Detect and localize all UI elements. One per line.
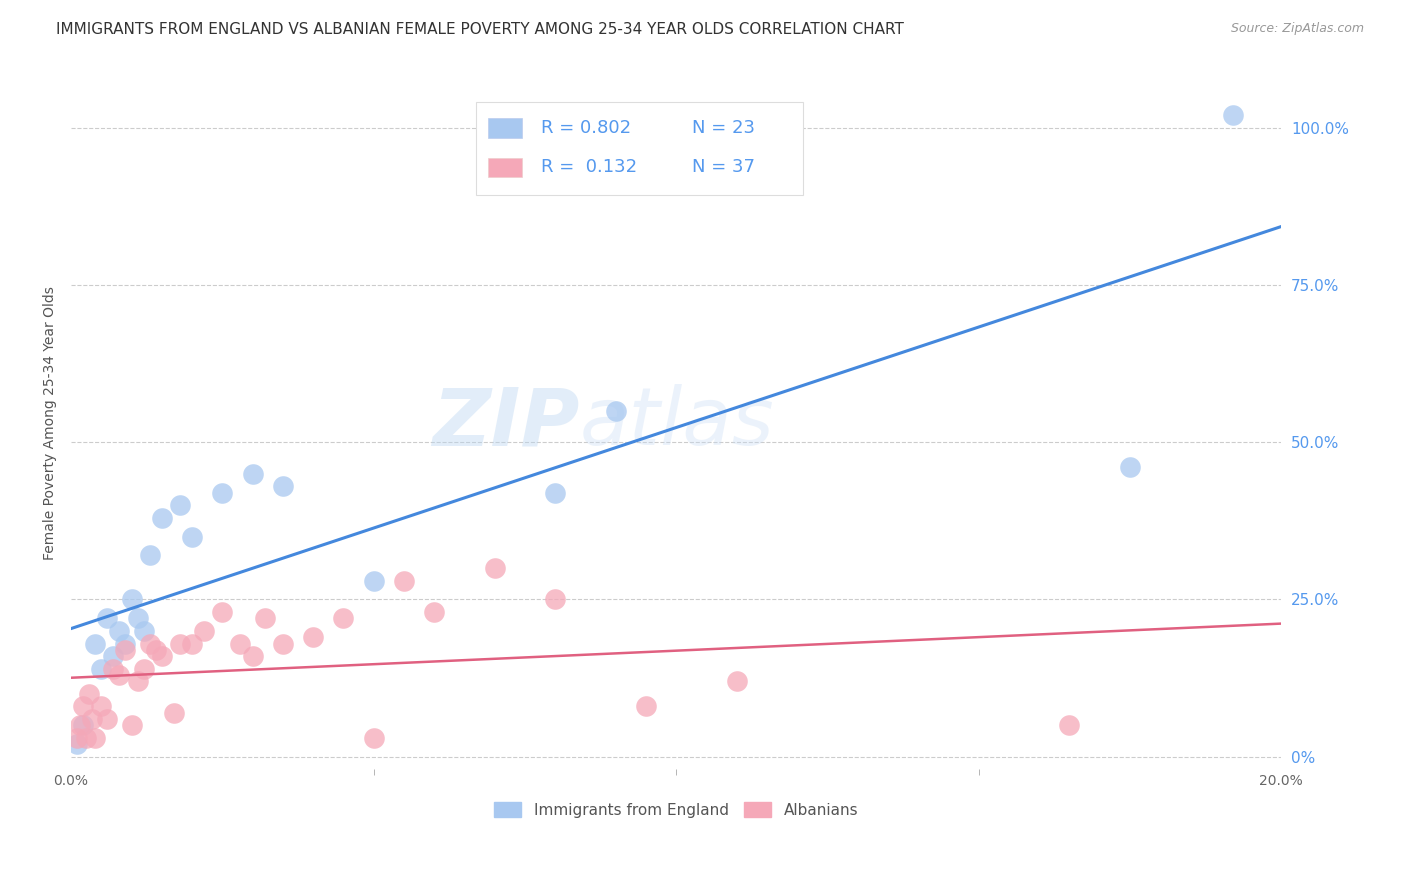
Point	[169, 498, 191, 512]
Point	[605, 404, 627, 418]
Point	[150, 510, 173, 524]
Point	[72, 718, 94, 732]
Point	[84, 731, 107, 745]
Point	[96, 712, 118, 726]
Point	[66, 737, 89, 751]
Point	[77, 687, 100, 701]
Text: N = 23: N = 23	[692, 119, 755, 137]
Legend: Immigrants from England, Albanians: Immigrants from England, Albanians	[488, 796, 865, 824]
Point	[193, 624, 215, 638]
Text: N = 37: N = 37	[692, 159, 755, 177]
Point	[96, 611, 118, 625]
Point	[103, 662, 125, 676]
Point	[1222, 108, 1244, 122]
Point	[69, 718, 91, 732]
Point	[242, 467, 264, 481]
Text: ZIP: ZIP	[432, 384, 579, 462]
Point	[363, 731, 385, 745]
Point	[253, 611, 276, 625]
Point	[229, 636, 252, 650]
Text: Source: ZipAtlas.com: Source: ZipAtlas.com	[1230, 22, 1364, 36]
Point	[114, 642, 136, 657]
Point	[138, 636, 160, 650]
Point	[150, 649, 173, 664]
Point	[138, 549, 160, 563]
Point	[90, 662, 112, 676]
Point	[108, 668, 131, 682]
Point	[363, 574, 385, 588]
Point	[484, 561, 506, 575]
Point	[242, 649, 264, 664]
Point	[332, 611, 354, 625]
Point	[423, 605, 446, 619]
Point	[84, 636, 107, 650]
Point	[127, 674, 149, 689]
Point	[392, 574, 415, 588]
Point	[1119, 460, 1142, 475]
Point	[634, 699, 657, 714]
Point	[169, 636, 191, 650]
Point	[103, 649, 125, 664]
Point	[181, 530, 204, 544]
Point	[66, 731, 89, 745]
Point	[163, 706, 186, 720]
Text: R = 0.802: R = 0.802	[540, 119, 631, 137]
Point	[132, 624, 155, 638]
Bar	[488, 119, 523, 137]
Point	[127, 611, 149, 625]
Y-axis label: Female Poverty Among 25-34 Year Olds: Female Poverty Among 25-34 Year Olds	[44, 286, 58, 560]
Point	[132, 662, 155, 676]
Bar	[488, 158, 523, 178]
Point	[271, 479, 294, 493]
Point	[725, 674, 748, 689]
Point	[544, 592, 567, 607]
FancyBboxPatch shape	[477, 102, 803, 195]
Point	[1059, 718, 1081, 732]
Point	[145, 642, 167, 657]
Text: atlas: atlas	[579, 384, 773, 462]
Point	[211, 605, 233, 619]
Point	[302, 630, 325, 644]
Point	[121, 592, 143, 607]
Point	[72, 699, 94, 714]
Point	[108, 624, 131, 638]
Point	[544, 485, 567, 500]
Text: R =  0.132: R = 0.132	[540, 159, 637, 177]
Text: IMMIGRANTS FROM ENGLAND VS ALBANIAN FEMALE POVERTY AMONG 25-34 YEAR OLDS CORRELA: IMMIGRANTS FROM ENGLAND VS ALBANIAN FEMA…	[56, 22, 904, 37]
Point	[121, 718, 143, 732]
Point	[90, 699, 112, 714]
Point	[181, 636, 204, 650]
Point	[75, 731, 97, 745]
Point	[271, 636, 294, 650]
Point	[211, 485, 233, 500]
Point	[114, 636, 136, 650]
Point	[82, 712, 104, 726]
